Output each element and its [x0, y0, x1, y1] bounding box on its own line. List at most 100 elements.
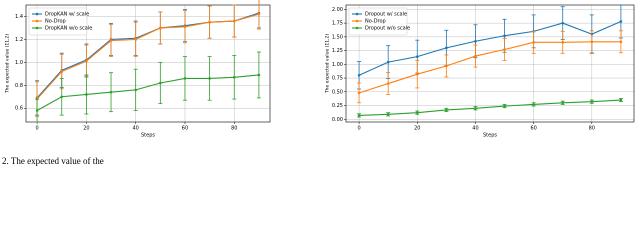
figure: 2. The expected value of the 0.6 0.8 1.0 1.… — [2, 0, 635, 166]
legend-label: DropKAN w/ scale — [45, 12, 89, 18]
x-tick-label: 20 — [83, 126, 89, 132]
point — [532, 41, 535, 44]
point — [85, 93, 88, 96]
point — [159, 81, 162, 85]
point — [445, 46, 448, 50]
point — [503, 48, 506, 51]
y-axis-label: The expected value (Σ1,2) — [325, 34, 331, 95]
y-tick-label: 0.6 — [15, 106, 23, 112]
point — [357, 91, 361, 95]
point — [474, 39, 477, 43]
y-tick-label: 0.00 — [332, 117, 343, 123]
point — [445, 108, 448, 112]
series-line — [36, 74, 259, 112]
y-tick-label: 1.25 — [332, 48, 343, 54]
legend-marker — [35, 19, 39, 23]
y-tick-label: 0.8 — [15, 83, 23, 89]
point — [590, 40, 594, 44]
point — [357, 74, 361, 77]
point — [503, 34, 506, 38]
point — [60, 95, 64, 99]
x-tick-label: 0 — [357, 126, 360, 132]
plot: 0.6 0.8 1.0 1.2 1.4 0 20 40 60 80 Steps The expecte… — [5, 0, 271, 139]
point — [561, 21, 565, 25]
point — [532, 103, 535, 106]
point — [474, 54, 477, 58]
point — [415, 111, 419, 114]
y-tick-label: 0.50 — [332, 89, 343, 95]
x-tick-label: 80 — [589, 126, 595, 132]
series-line — [358, 20, 622, 76]
legend-box — [348, 7, 408, 36]
y-tick-label: 1.4 — [15, 14, 23, 20]
legend-label: No-Drop — [365, 19, 386, 25]
legend-marker — [35, 26, 39, 30]
point — [503, 104, 506, 108]
point — [357, 114, 361, 117]
point — [183, 25, 187, 29]
point — [386, 60, 390, 64]
point — [619, 40, 623, 44]
y-tick-label: 0.75 — [332, 76, 343, 82]
point — [109, 90, 113, 94]
x-tick-label: 60 — [182, 126, 188, 132]
point — [257, 73, 261, 77]
point — [561, 41, 565, 44]
plot-frame — [25, 4, 271, 123]
point — [257, 12, 261, 16]
x-tick-label: 80 — [231, 126, 237, 132]
legend-box — [28, 7, 88, 36]
legend-marker — [355, 19, 359, 23]
point — [386, 82, 390, 85]
x-tick-label: 40 — [472, 126, 478, 132]
point — [590, 100, 594, 103]
x-tick-label: 40 — [132, 126, 138, 132]
point — [445, 64, 448, 68]
x-tick-label: 20 — [414, 126, 420, 132]
legend-marker — [35, 12, 39, 16]
legend-label: Dropout w/o scale — [365, 26, 410, 32]
x-tick-label: 0 — [35, 126, 38, 132]
point — [208, 20, 211, 24]
y-tick-label: 1.75 — [332, 21, 343, 27]
legend-label: DropKAN w/o scale — [45, 26, 92, 32]
legend-label: Dropout w/ scale — [365, 12, 407, 18]
point — [134, 88, 137, 92]
series-line — [358, 41, 621, 94]
legend-marker — [355, 26, 359, 30]
point — [561, 101, 565, 105]
y-tick-label: 2.00 — [332, 7, 343, 13]
plot: 0.00 0.25 0.50 0.75 1.00 1.25 1.50 1.75 2.00 0 20 4… — [325, 4, 635, 139]
point — [85, 59, 88, 63]
point — [474, 106, 477, 110]
point — [415, 55, 419, 58]
series-line — [36, 13, 260, 100]
legend-marker — [355, 12, 359, 16]
point — [109, 39, 113, 42]
point — [208, 77, 211, 80]
y-tick-label: 1.50 — [332, 34, 343, 40]
y-axis-label: The expected value (Σ1,2) — [5, 34, 11, 95]
y-tick-label: 0.25 — [332, 103, 343, 109]
caption: 2. The expected value of the — [2, 156, 104, 166]
legend-label: No-Drop — [45, 19, 66, 25]
y-tick-label: 1.00 — [332, 62, 343, 68]
point — [415, 72, 419, 76]
point — [35, 109, 39, 112]
x-axis-label: Steps — [483, 133, 497, 139]
point — [386, 113, 390, 116]
y-tick-label: 1.2 — [15, 37, 23, 43]
point — [159, 26, 162, 30]
point — [619, 98, 623, 102]
point — [619, 20, 623, 23]
point — [60, 70, 64, 73]
point — [183, 77, 187, 80]
x-axis-label: Steps — [141, 133, 155, 139]
point — [134, 38, 137, 41]
y-tick-label: 1.0 — [15, 60, 23, 66]
series-line — [359, 99, 621, 116]
point — [232, 19, 236, 23]
plot-frame — [345, 4, 635, 123]
point — [232, 75, 236, 79]
x-tick-label: 60 — [530, 126, 536, 132]
